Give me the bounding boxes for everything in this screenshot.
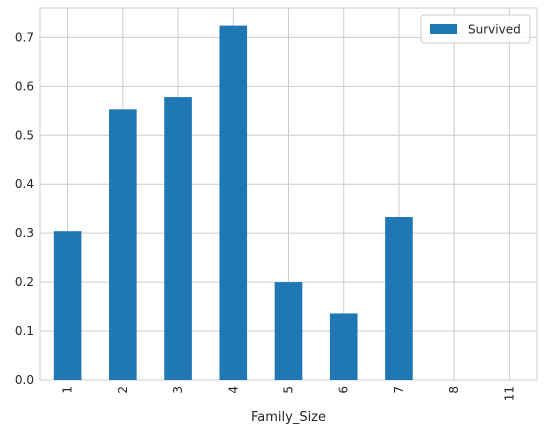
legend: Survived bbox=[420, 14, 531, 44]
bar bbox=[109, 109, 137, 381]
legend-label: Survived bbox=[468, 23, 521, 37]
y-tick-label: 0.0 bbox=[15, 373, 34, 387]
x-tick-label: 8 bbox=[447, 386, 461, 394]
bar bbox=[219, 25, 248, 380]
y-tick-label: 0.5 bbox=[15, 128, 34, 142]
bar bbox=[274, 282, 303, 380]
y-tick-label: 0.7 bbox=[15, 30, 34, 44]
y-tick-label: 0.6 bbox=[15, 79, 34, 93]
bars bbox=[53, 25, 413, 381]
y-axis-ticks: 0.0 0.1 0.2 0.3 0.4 0.5 0.6 0.7 bbox=[15, 30, 34, 387]
x-tick-label: 4 bbox=[226, 386, 240, 394]
y-tick-label: 0.4 bbox=[15, 177, 34, 191]
y-tick-label: 0.1 bbox=[15, 324, 34, 338]
x-tick-label: 7 bbox=[392, 386, 406, 394]
y-tick-label: 0.2 bbox=[15, 275, 34, 289]
x-axis-ticks: 1 2 3 4 5 6 7 8 11 bbox=[61, 386, 517, 401]
x-tick-label: 11 bbox=[502, 386, 516, 401]
bar bbox=[385, 217, 413, 380]
legend-box bbox=[420, 14, 531, 44]
legend-swatch bbox=[430, 24, 457, 34]
x-tick-label: 3 bbox=[171, 386, 185, 394]
bar bbox=[329, 313, 358, 380]
x-tick-label: 6 bbox=[337, 386, 351, 394]
y-tick-label: 0.3 bbox=[15, 226, 34, 240]
x-tick-label: 2 bbox=[116, 386, 130, 394]
x-axis-label: Family_Size bbox=[251, 410, 326, 425]
x-tick-label: 5 bbox=[282, 386, 296, 394]
x-tick-label: 1 bbox=[61, 386, 75, 394]
bar bbox=[53, 231, 82, 380]
bar bbox=[164, 97, 192, 380]
